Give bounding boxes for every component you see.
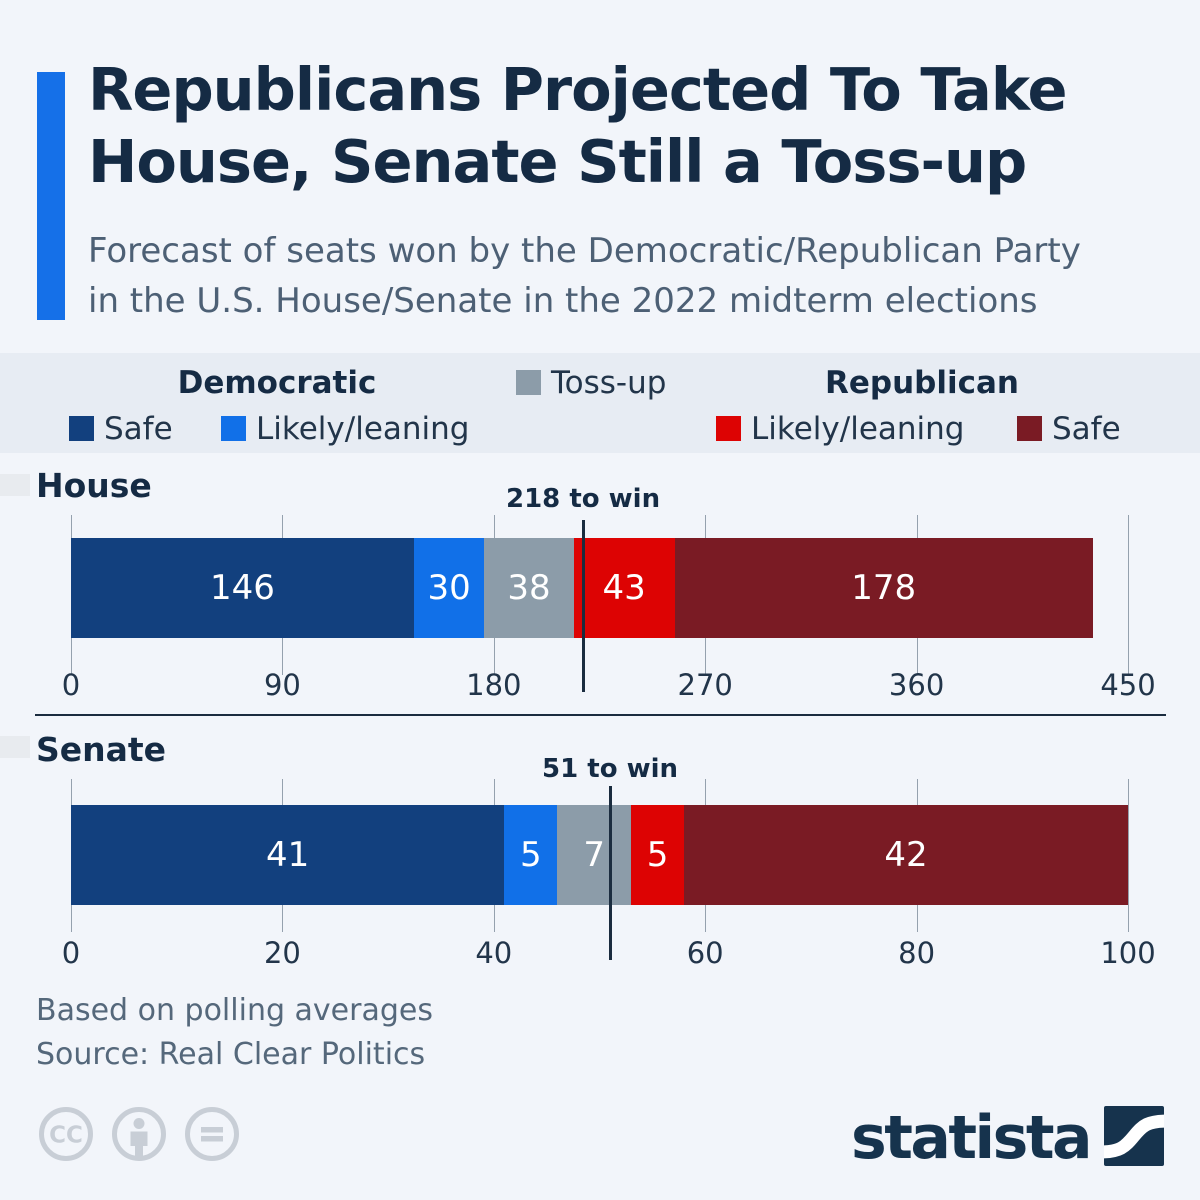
bar-value-label: 38 xyxy=(507,568,551,608)
page-subtitle-line2: in the U.S. House/Senate in the 2022 mid… xyxy=(88,281,1038,321)
bar-segment-republican-likely-leaning: 5 xyxy=(631,805,685,905)
legend: Democratic Toss-up Republican Safe Likel… xyxy=(0,353,1200,453)
legend-dem-likely-swatch xyxy=(221,416,246,441)
threshold-label: 218 to win xyxy=(505,484,661,514)
bar-value-label: 43 xyxy=(602,568,646,608)
axis-tick-label: 90 xyxy=(263,668,301,702)
license-icons: CC xyxy=(38,1106,240,1162)
threshold-line xyxy=(581,520,585,692)
bar-segment-republican-safe: 42 xyxy=(684,805,1128,905)
legend-tossup-swatch xyxy=(516,370,541,395)
page-subtitle-line1: Forecast of seats won by the Democratic/… xyxy=(88,231,1081,271)
page-title-line2: House, Senate Still a Toss-up xyxy=(88,127,1027,196)
gridline xyxy=(1128,779,1129,932)
bar-value-label: 5 xyxy=(646,835,669,875)
senate-chart-title: Senate xyxy=(36,730,167,769)
by-icon xyxy=(112,1107,166,1161)
bar-value-label: 178 xyxy=(851,568,917,608)
legend-tossup-label: Toss-up xyxy=(551,365,667,401)
house-chart-title: House xyxy=(36,466,152,505)
section-divider xyxy=(35,714,1166,716)
bar-value-label: 146 xyxy=(210,568,275,608)
title-accent-bar xyxy=(37,72,65,320)
bar-segment-republican-safe: 178 xyxy=(674,538,1093,638)
axis-tick-label: 360 xyxy=(888,668,945,702)
footer-note: Based on polling averages xyxy=(36,993,433,1028)
row-highlight xyxy=(0,736,30,758)
bar-segment-democratic-safe: 41 xyxy=(71,805,505,905)
axis-tick-label: 450 xyxy=(1100,668,1156,702)
legend-dem-likely-label: Likely/leaning xyxy=(256,411,470,447)
statista-logo-icon xyxy=(1099,1106,1169,1170)
cc-icon: CC xyxy=(39,1107,93,1161)
bar-segment-democratic-likely-leaning: 30 xyxy=(413,538,485,638)
legend-rep-safe-swatch xyxy=(1017,416,1042,441)
house-plot: 0 90 180 270 360 450 146 30 38 43 178 218 to win xyxy=(0,460,1200,712)
bar-value-label: 5 xyxy=(519,835,542,875)
footer-source: Source: Real Clear Politics xyxy=(36,1037,426,1072)
legend-democratic-header: Democratic xyxy=(177,365,377,401)
axis-tick-label: 0 xyxy=(61,668,81,702)
bar-value-label: 42 xyxy=(884,835,928,875)
bar-segment-toss-up: 38 xyxy=(484,538,574,638)
threshold-line xyxy=(608,786,612,960)
axis-tick-label: 20 xyxy=(263,936,301,970)
bar-value-label: 7 xyxy=(583,835,606,875)
legend-republican-header: Republican xyxy=(825,365,1019,401)
bar-value-label: 41 xyxy=(266,835,310,875)
legend-dem-safe-swatch xyxy=(69,416,94,441)
statista-wordmark: statista xyxy=(850,1103,1093,1173)
bar-segment-democratic-likely-leaning: 5 xyxy=(504,805,558,905)
legend-rep-safe-label: Safe xyxy=(1052,411,1121,447)
threshold-label: 51 to win xyxy=(542,754,679,784)
axis-tick-label: 40 xyxy=(475,936,513,970)
bar-segment-toss-up: 7 xyxy=(557,805,632,905)
axis-tick-label: 270 xyxy=(677,668,733,702)
page-subtitle: Forecast of seats won by the Democratic/… xyxy=(88,226,1081,326)
bar-segment-democratic-safe: 146 xyxy=(71,538,414,638)
svg-text:CC: CC xyxy=(49,1123,83,1149)
house-chart-section: House 0 90 180 270 360 450 146 30 38 43 178 218 to … xyxy=(0,460,1200,712)
axis-tick-label: 80 xyxy=(898,936,936,970)
legend-dem-safe-label: Safe xyxy=(104,411,173,447)
axis-tick-label: 180 xyxy=(466,668,522,702)
bar-value-label: 30 xyxy=(427,568,471,608)
row-highlight xyxy=(0,474,30,496)
senate-chart-section: Senate 0 20 40 60 80 100 41 5 7 5 42 51 to win xyxy=(0,722,1200,974)
axis-tick-label: 100 xyxy=(1100,936,1156,970)
page-title: Republicans Projected To Take House, Sen… xyxy=(88,54,1067,198)
legend-rep-likely-label: Likely/leaning xyxy=(751,411,965,447)
nd-icon xyxy=(185,1107,239,1161)
axis-tick-label: 60 xyxy=(686,936,724,970)
senate-plot: 0 20 40 60 80 100 41 5 7 5 42 51 to win xyxy=(0,722,1200,974)
gridline xyxy=(1128,515,1129,675)
bar-segment-republican-likely-leaning: 43 xyxy=(573,538,675,638)
axis-tick-label: 0 xyxy=(61,936,81,970)
page-title-line1: Republicans Projected To Take xyxy=(88,55,1067,124)
legend-rep-likely-swatch xyxy=(716,416,741,441)
